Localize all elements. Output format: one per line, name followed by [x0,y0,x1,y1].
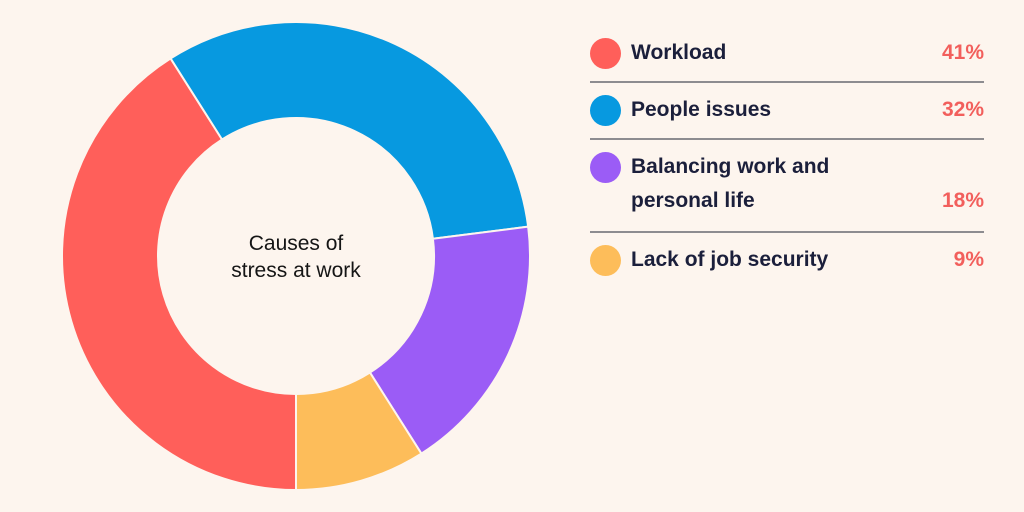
donut-slice-balancing-work-and-personal-life [368,225,531,455]
legend-label-line2: personal life [631,189,755,212]
donut-slice-workload [61,57,297,492]
legend-divider [590,138,984,140]
legend-label-line1: Balancing work and [631,155,830,178]
legend-divider [590,81,984,83]
chart-title-line2: stress at work [231,259,361,282]
chart-title: Causes of stress at work [196,230,396,284]
donut-chart [61,21,531,492]
legend-swatch-icon [590,245,621,276]
legend-swatch-icon [590,38,621,69]
legend-label: Workload [631,41,727,64]
legend-swatch-icon [590,152,621,183]
chart-title-line1: Causes of [248,232,344,255]
legend-value: 18% [941,189,984,212]
legend-value: 32% [941,98,984,121]
legend-label: People issues [631,98,772,121]
legend-value: 41% [941,41,984,64]
legend-divider [590,231,984,233]
legend-value: 9% [953,248,984,271]
donut-slice-lack-of-job-security [295,371,423,492]
legend-label: Lack of job security [631,248,829,271]
donut-slice-people-issues [169,21,530,240]
legend-item-job-security: Lack of job security 9% [590,243,984,277]
legend-item-people-issues: People issues 32% [590,93,984,127]
legend-swatch-icon [590,95,621,126]
legend-item-workload: Workload 41% [590,36,984,70]
legend-item-balancing: Balancing work and personal life 18% [590,150,984,218]
